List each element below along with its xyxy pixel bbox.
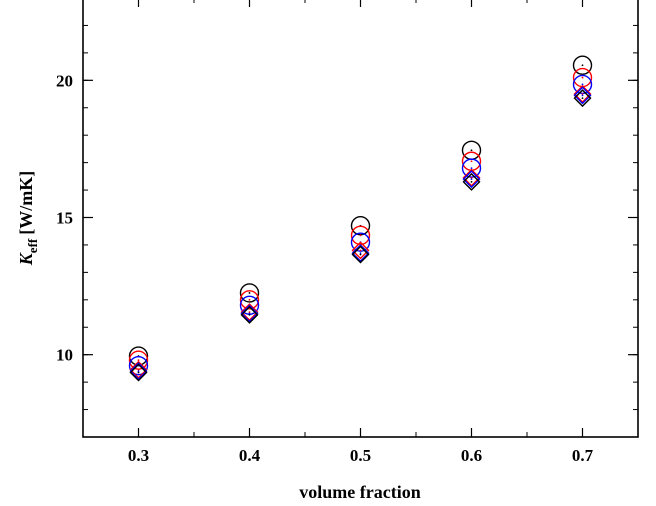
x-tick-labels: 0.3 0.4 0.5 0.6 0.7 [128,446,594,465]
data-point-diamond [129,362,148,381]
y-axis-title: Keff [W/mK] [16,171,40,266]
data-point-diamond [573,85,592,104]
data-point-center-dot [248,298,251,301]
axis-ticks [82,0,639,438]
data-point-center-dot [248,292,251,294]
data-point-circle [239,283,260,303]
data-point-diamond [462,170,481,189]
plot-frame [82,0,639,438]
data-point-center-dot [248,314,251,316]
data-point-center-dot [470,167,473,170]
data-point-center-dot [137,359,140,362]
data-point-diamond [573,86,592,105]
y-axis-symbol: K [16,251,36,266]
data-point-center-dot [137,368,140,371]
data-point-center-dot [359,253,362,256]
x-tick-label: 0.7 [572,446,594,465]
data-point-center-dot [581,97,584,100]
data-markers [128,55,593,382]
x-axis-title: volume fraction [299,482,420,502]
data-point-diamond [462,172,481,191]
data-point-diamond [240,304,259,323]
x-tick-label: 0.5 [350,446,371,465]
data-point-circle [239,290,260,310]
data-point-center-dot [248,311,251,314]
y-tick-labels: 10 15 20 [56,71,73,364]
data-point-center-dot [137,370,140,373]
data-point-diamond [462,168,481,187]
data-point-diamond [351,244,370,263]
data-point-diamond [351,241,370,260]
y-tick-label: 15 [56,209,73,228]
data-point-diamond [240,303,259,322]
x-tick-label: 0.3 [128,446,149,465]
data-point-diamond [129,363,148,382]
data-point-center-dot [470,176,473,179]
data-point-diamond [351,245,370,264]
x-tick-label: 0.4 [239,446,261,465]
data-point-center-dot [581,93,584,95]
data-point-diamond [573,89,592,108]
data-point-center-dot [359,249,362,252]
data-point-circle [572,55,593,75]
data-point-circle [128,355,149,376]
data-point-center-dot [470,149,473,152]
data-point-center-dot [581,83,584,86]
data-point-center-dot [470,160,473,163]
y-axis-unit: [W/mK] [16,171,36,235]
data-point-center-dot [470,180,473,183]
y-axis-subscript: eff [25,238,40,253]
data-point-center-dot [359,252,362,255]
y-tick-label: 20 [56,71,73,90]
y-tick-label: 10 [56,346,73,365]
data-point-center-dot [248,312,251,315]
data-point-center-dot [137,371,140,374]
data-point-center-dot [470,178,473,180]
data-point-center-dot [359,234,362,237]
data-point-center-dot [581,94,584,97]
x-tick-label: 0.6 [461,446,482,465]
data-point-center-dot [581,76,584,79]
data-point-diamond [129,360,148,379]
data-point-diamond [240,305,259,324]
data-point-center-dot [581,64,584,67]
